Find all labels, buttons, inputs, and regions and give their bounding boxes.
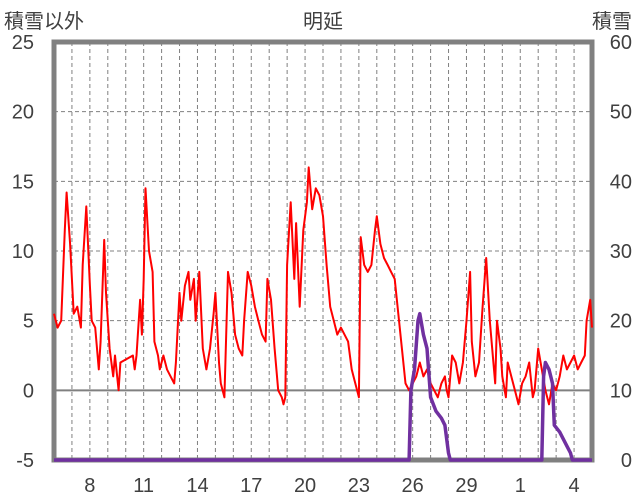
right-tick-label: 60 — [610, 32, 632, 54]
right-axis-ticks: 60 50 40 30 20 10 0 — [610, 32, 632, 472]
left-tick-label: 15 — [12, 171, 34, 193]
x-tick-label: 4 — [569, 475, 580, 497]
left-tick-label: -5 — [16, 450, 34, 472]
other-values-line — [53, 166, 593, 406]
snow-depth-line — [54, 311, 592, 462]
x-tick-label: 11 — [133, 475, 154, 497]
x-axis-ticks: 8 11 14 17 20 23 26 29 1 4 — [84, 475, 579, 497]
x-tick-label: 17 — [240, 475, 262, 497]
x-tick-label: 20 — [294, 475, 316, 497]
right-tick-label: 50 — [610, 102, 632, 124]
right-tick-label: 20 — [610, 311, 632, 333]
x-tick-label: 8 — [84, 475, 95, 497]
right-tick-label: 30 — [610, 241, 632, 263]
chart-title: 明延 — [303, 9, 343, 33]
left-tick-label: 20 — [12, 102, 34, 124]
x-tick-label: 14 — [186, 475, 208, 497]
left-tick-label: 10 — [12, 241, 34, 263]
right-axis-label: 積雪 — [592, 9, 632, 33]
left-tick-label: 25 — [12, 32, 34, 54]
left-axis-label: 積雪以外 — [4, 9, 84, 33]
right-tick-label: 40 — [610, 171, 632, 193]
x-tick-label: 29 — [455, 475, 477, 497]
left-tick-label: 5 — [23, 311, 34, 333]
x-tick-label: 23 — [348, 475, 370, 497]
right-tick-label: 10 — [610, 380, 632, 402]
grid-lines — [54, 42, 592, 460]
x-tick-label: 1 — [515, 475, 526, 497]
x-tick-label: 26 — [402, 475, 424, 497]
series-layer — [53, 166, 593, 462]
left-tick-label: 0 — [23, 380, 34, 402]
left-axis-ticks: 25 20 15 10 5 0 -5 — [12, 32, 34, 472]
right-tick-label: 0 — [621, 450, 632, 472]
